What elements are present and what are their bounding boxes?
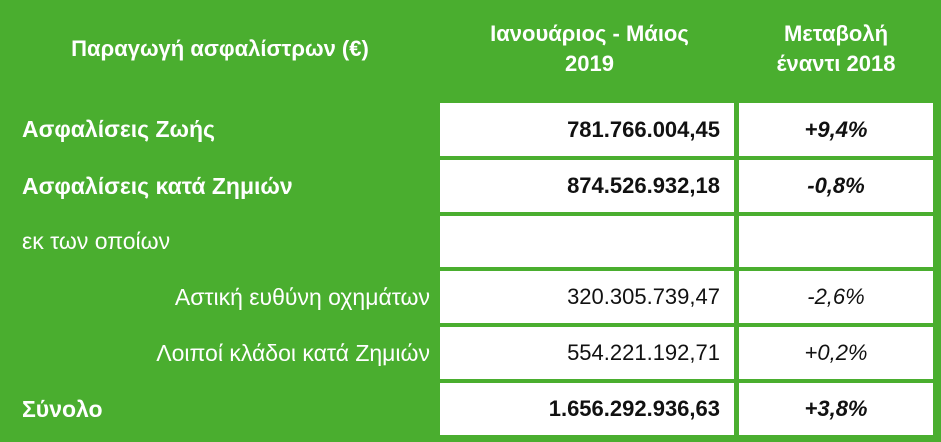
row-value: 320.305.739,47	[440, 271, 734, 323]
header-change-line2: έναντι 2018	[776, 51, 896, 76]
table-row: Αστική ευθύνη οχημάτων 320.305.739,47 -2…	[0, 271, 941, 323]
header-premium-production-label: Παραγωγή ασφαλίστρων (€)	[71, 36, 369, 61]
table-row: Ασφαλίσεις Ζωής 781.766.004,45 +9,4%	[0, 103, 941, 156]
row-change: +3,8%	[739, 383, 933, 435]
row-value	[440, 216, 734, 267]
header-change: Μεταβολή έναντι 2018	[739, 0, 933, 98]
row-value: 874.526.932,18	[440, 160, 734, 212]
header-period-line1: Ιανουάριος - Μάιος	[490, 21, 689, 46]
row-label: εκ των οποίων	[22, 228, 171, 254]
row-change: -2,6%	[739, 271, 933, 323]
table-row: Ασφαλίσεις κατά Ζημιών 874.526.932,18 -0…	[0, 160, 941, 212]
row-label: Αστική ευθύνη οχημάτων	[174, 283, 430, 310]
table-row-total: Σύνολο 1.656.292.936,63 +3,8%	[0, 383, 941, 435]
header-period-line2: 2019	[565, 51, 614, 76]
row-value: 554.221.192,71	[440, 327, 734, 379]
row-change: -0,8%	[739, 160, 933, 212]
row-change	[739, 216, 933, 267]
row-value: 781.766.004,45	[440, 103, 734, 156]
row-value: 1.656.292.936,63	[440, 383, 734, 435]
header-change-line1: Μεταβολή	[783, 21, 889, 46]
row-change: +0,2%	[739, 327, 933, 379]
table-row: Λοιποί κλάδοι κατά Ζημιών 554.221.192,71…	[0, 327, 941, 379]
row-change: +9,4%	[739, 103, 933, 156]
header-premium-production: Παραγωγή ασφαλίστρων (€)	[0, 0, 440, 98]
header-period: Ιανουάριος - Μάιος 2019	[440, 0, 739, 98]
table-header: Παραγωγή ασφαλίστρων (€) Ιανουάριος - Μά…	[0, 0, 941, 98]
table-row: εκ των οποίων	[0, 216, 941, 267]
row-label: Ασφαλίσεις Ζωής	[22, 116, 215, 142]
row-label: Σύνολο	[22, 395, 103, 422]
row-label: Ασφαλίσεις κατά Ζημιών	[22, 172, 293, 199]
row-label: Λοιποί κλάδοι κατά Ζημιών	[156, 339, 430, 366]
